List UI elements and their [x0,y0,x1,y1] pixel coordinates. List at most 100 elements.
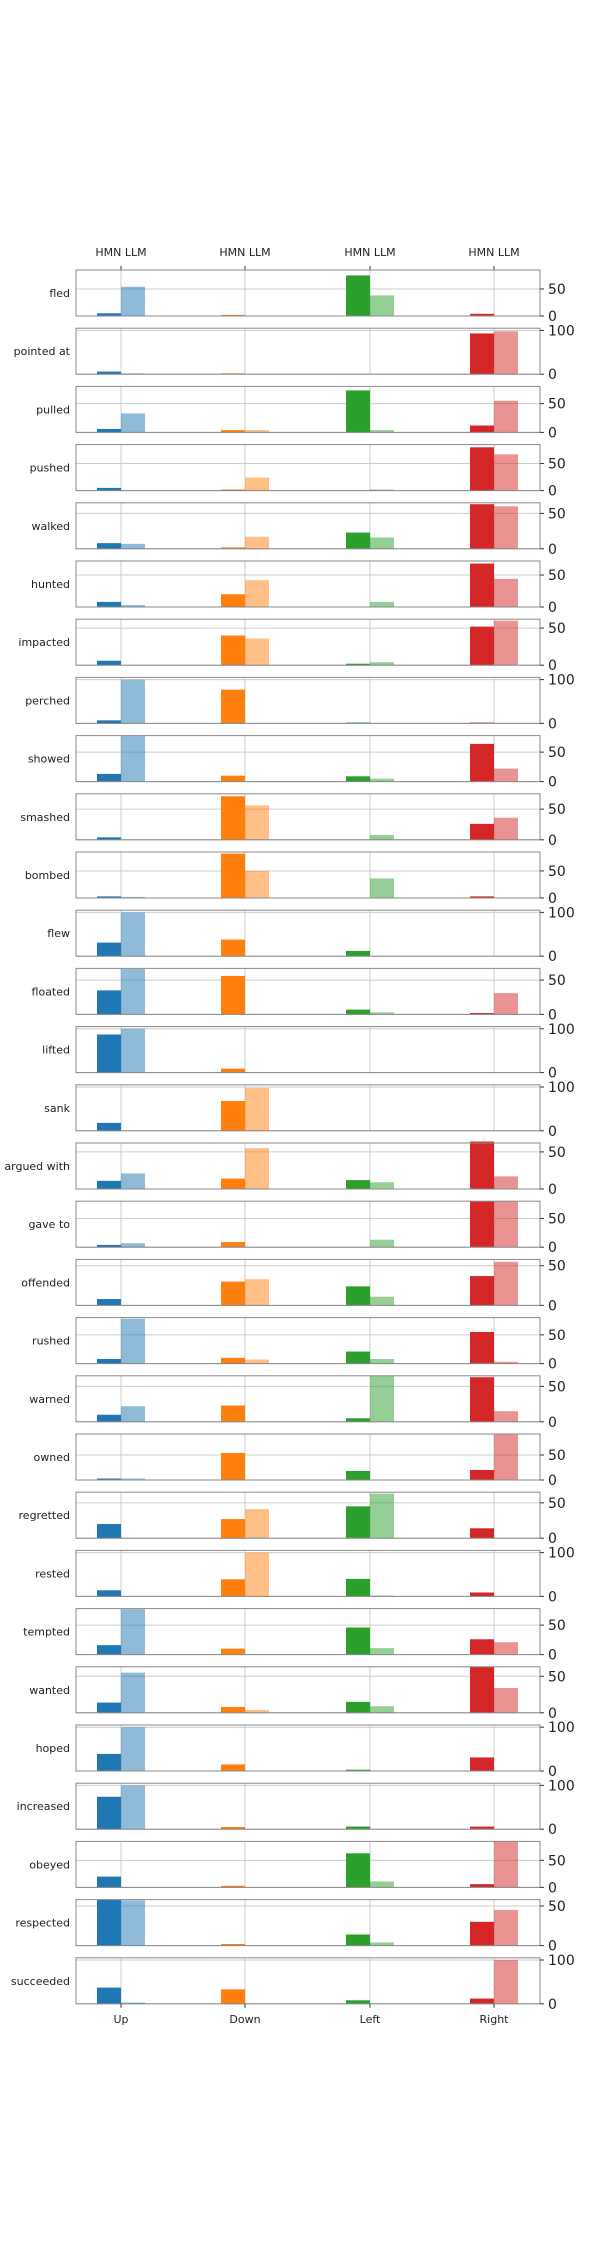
row-label: impacted [18,636,70,649]
bar-hmn-down [221,1764,245,1771]
y-tick-label: 50 [548,568,566,584]
bar-llm-up [121,912,145,957]
panel-frame [75,560,541,608]
y-tick-label: 100 [548,323,575,339]
bar-hmn-down [221,1357,245,1364]
bar-hmn-right [470,1470,494,1480]
panel-frame [75,1317,541,1365]
row-label: pulled [36,403,70,416]
bar-hmn-up [97,773,121,782]
bar-hmn-down [221,853,245,898]
bar-hmn-down [221,1885,245,1888]
bar-llm-left [370,1706,394,1713]
bar-llm-up [121,1785,145,1830]
bar-hmn-up [97,1796,121,1830]
bar-hmn-down [221,939,245,957]
bar-hmn-down [221,1579,245,1597]
row-label: walked [31,520,70,533]
bar-llm-left [370,1012,394,1015]
y-tick-label: 100 [548,673,575,689]
y-tick-label: 50 [548,973,566,989]
row-label: increased [17,1800,70,1813]
y-tick-label: 0 [548,833,557,849]
bar-hmn-right [470,1377,494,1422]
bar-hmn-down [221,635,245,666]
bar-hmn-down [221,1519,245,1539]
y-tick-label: 0 [548,1357,557,1373]
bar-llm-down [245,638,269,666]
bar-hmn-right [470,1592,494,1597]
bar-llm-right [494,1959,518,2004]
y-tick-label: 0 [548,891,557,907]
y-tick-label: 0 [548,1007,557,1023]
bar-hmn-up [97,1702,121,1713]
bar-llm-left [370,1359,394,1364]
row-label: succeeded [11,1975,70,1988]
bar-llm-left [370,537,394,549]
x-tick-label: Left [360,2013,381,2026]
bar-hmn-up [97,1244,121,1248]
bar-hmn-down [221,1453,245,1480]
row-label: argued with [4,1160,70,1173]
bar-hmn-right [470,425,494,433]
bar-hmn-up [97,428,121,433]
bar-hmn-left [346,1769,370,1771]
y-tick-label: 50 [548,1328,566,1344]
bar-hmn-left [346,950,370,957]
row-label: pushed [30,462,70,475]
panel-frame [75,502,541,550]
bar-hmn-up [97,1414,121,1422]
panel-frame [75,1491,541,1539]
row-label: smashed [20,811,70,824]
bar-hmn-left [346,532,370,549]
y-tick-label: 0 [548,1589,557,1605]
bar-llm-down [245,1359,269,1364]
panel-frame [75,1840,541,1888]
y-tick-label: 0 [548,1531,557,1547]
bar-hmn-down [221,1178,245,1189]
bar-hmn-right [470,504,494,549]
x-tick-label: Up [113,2013,128,2026]
x-tick-label: Right [480,2013,510,2026]
bar-hmn-right [470,823,494,840]
bar-hmn-up [97,1299,121,1306]
row-label: sank [44,1102,70,1115]
bar-llm-up [121,1406,145,1422]
bar-hmn-right [470,896,494,898]
bar-hmn-up [97,543,121,549]
row-label: obeyed [29,1858,70,1871]
bar-hmn-up [97,1524,121,1539]
bar-hmn-left [346,1180,370,1189]
row-label: showed [28,753,70,766]
y-tick-label: 0 [548,425,557,441]
bar-hmn-right [470,1921,494,1946]
panel-frame [75,1200,541,1248]
bar-hmn-down [221,1101,245,1131]
y-tick-label: 50 [548,1496,566,1512]
bar-hmn-left [346,390,370,433]
bar-hmn-right [470,1998,494,2004]
y-tick-label: 50 [548,1618,566,1634]
row-label: lifted [42,1044,70,1057]
bar-hmn-up [97,1590,121,1597]
y-tick-label: 50 [548,1211,566,1227]
bar-hmn-right [470,1201,494,1248]
bar-llm-left [370,1296,394,1306]
bar-hmn-right [470,743,494,782]
bar-hmn-left [346,1853,370,1888]
panel-frame [75,793,541,841]
bar-llm-up [121,735,145,782]
bar-llm-down [245,430,269,433]
y-tick-label: 0 [548,949,557,965]
top-axis-label: HMN LLM [344,246,395,259]
x-tick-label: Down [229,2013,260,2026]
bar-hmn-up [97,1645,121,1655]
panel-frame [75,618,541,666]
row-label: fled [49,287,70,300]
bar-hmn-up [97,1122,121,1131]
bar-hmn-up [97,942,121,957]
bar-llm-right [494,768,518,782]
bar-llm-down [245,1148,269,1189]
bar-llm-up [121,1900,145,1946]
